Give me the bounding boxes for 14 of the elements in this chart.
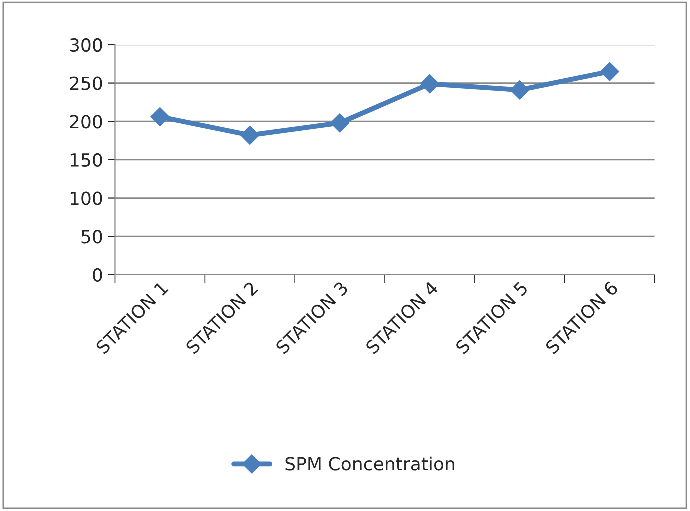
point bbox=[240, 126, 260, 145]
y-tick-label: 0 bbox=[93, 268, 102, 282]
y-tick-label: 100 bbox=[70, 192, 102, 206]
y-tick-label: 250 bbox=[70, 76, 102, 90]
y-tick-label: 150 bbox=[70, 153, 102, 168]
point bbox=[420, 74, 440, 94]
point bbox=[510, 80, 530, 100]
y-tick-label: 200 bbox=[70, 115, 102, 129]
point bbox=[600, 62, 620, 82]
point bbox=[150, 107, 170, 127]
point bbox=[330, 114, 350, 133]
y-tick-label: 300 bbox=[70, 38, 102, 52]
legend-label: SPM Concentration bbox=[286, 456, 454, 471]
y-tick-label: 50 bbox=[82, 230, 102, 244]
